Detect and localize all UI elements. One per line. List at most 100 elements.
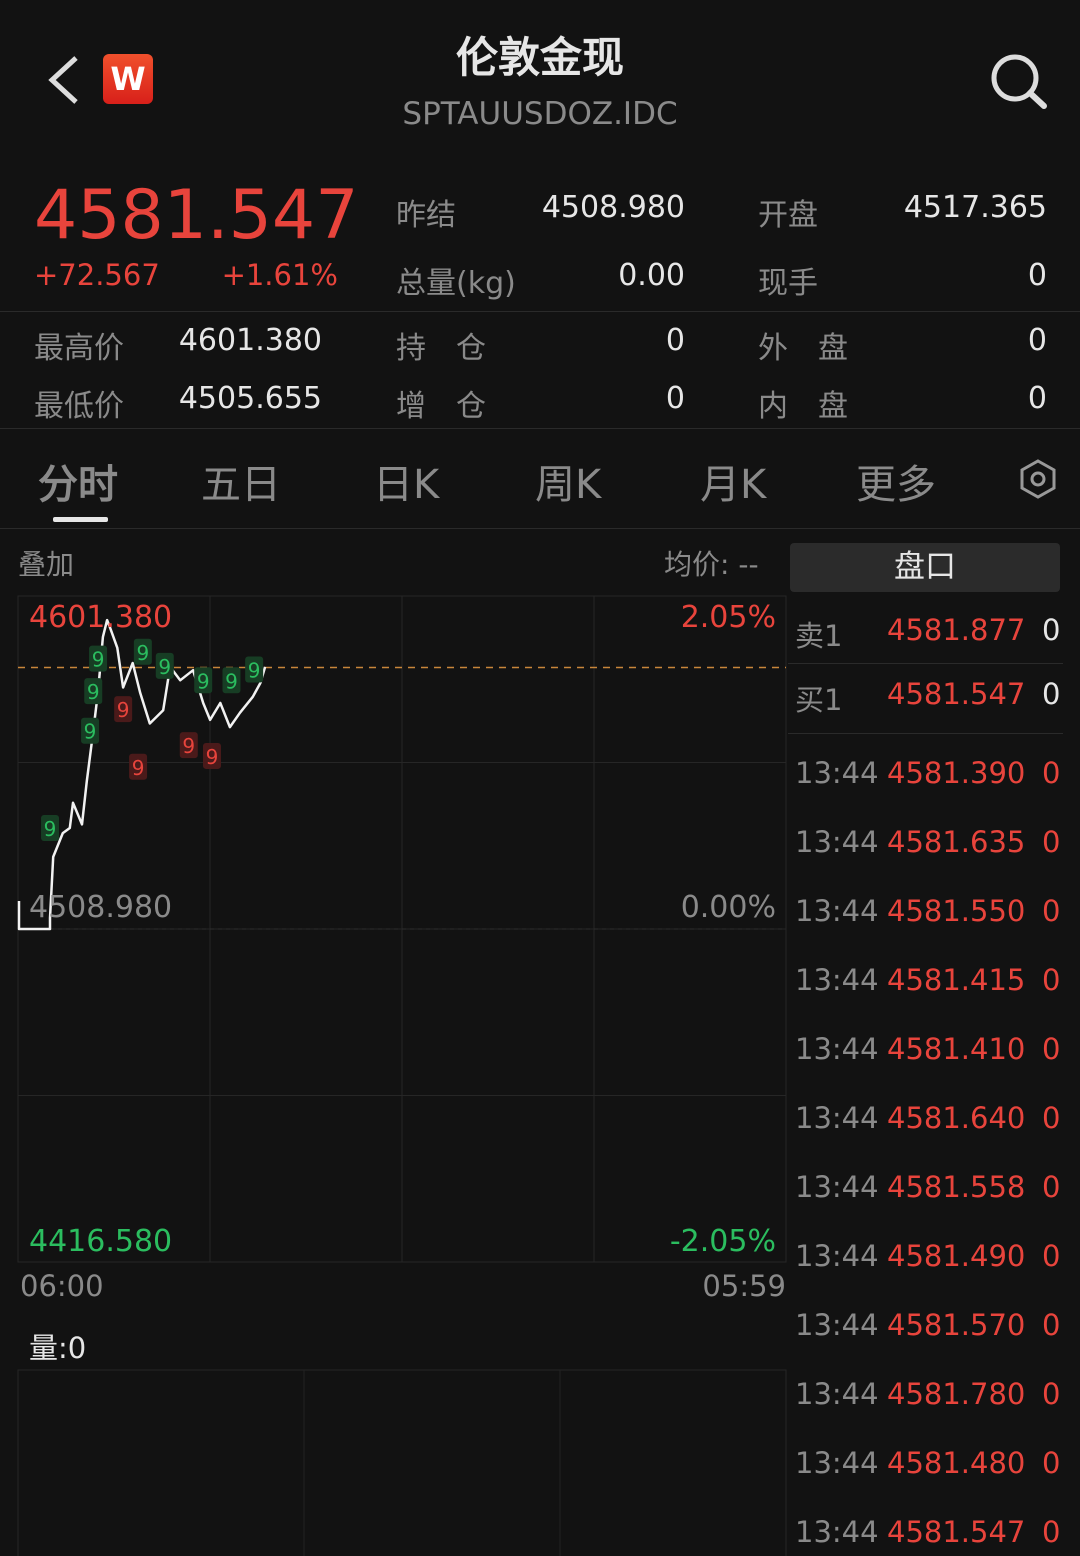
inner-value: 0: [1027, 381, 1047, 416]
ask-label: 卖1: [795, 619, 843, 653]
signal-marker-label: 9: [92, 648, 105, 672]
tick-qty: 0: [1042, 1170, 1061, 1204]
signal-marker-green: [245, 656, 264, 683]
signal-marker-green: [222, 667, 241, 694]
app-logo: W: [103, 54, 153, 104]
tick-time: 13:44: [795, 825, 879, 859]
outer-value: 0: [1027, 323, 1047, 358]
tick-time: 13:44: [795, 1032, 879, 1066]
tick-time: 13:44: [795, 1308, 879, 1342]
inner-label: 内 盘: [758, 389, 848, 424]
open-value: 4517.365: [903, 190, 1047, 225]
order-book-button[interactable]: 盘口: [790, 543, 1060, 592]
signal-marker-red: [114, 696, 133, 723]
high-value: 4601.380: [178, 323, 322, 358]
bid-price: 4581.547: [887, 677, 1026, 711]
tick-price: 4581.558: [887, 1170, 1026, 1204]
tick-price: 4581.415: [887, 963, 1026, 997]
y-mid-label: 4508.980: [29, 890, 173, 925]
tick-row: 13:44 4581.480 0: [795, 1446, 1065, 1486]
signal-marker-red: [202, 742, 221, 769]
price-change-pct: +1.61%: [221, 258, 338, 292]
low-value: 4505.655: [178, 381, 322, 416]
pct-low-label: -2.05%: [669, 1224, 776, 1259]
prev-settle-label: 昨结: [396, 198, 456, 233]
signal-marker-label: 9: [206, 745, 219, 769]
tick-price: 4581.390: [887, 756, 1026, 790]
price-line: [17, 618, 267, 931]
tick-time: 13:44: [795, 1239, 879, 1273]
volume-value: 0.00: [618, 258, 685, 293]
tick-time: 13:44: [795, 894, 879, 928]
bid-row: 买1 4581.547 0: [795, 677, 1065, 717]
y-low-label: 4416.580: [29, 1224, 173, 1259]
tab-daily-k[interactable]: 日K: [373, 462, 440, 508]
signal-marker-green: [81, 717, 100, 744]
overlay-button[interactable]: 叠加: [18, 548, 75, 581]
tick-qty: 0: [1042, 1308, 1061, 1342]
tick-price: 4581.547: [887, 1515, 1026, 1549]
tick-row: 13:44 4581.490 0: [795, 1239, 1065, 1279]
tick-time: 13:44: [795, 756, 879, 790]
bid-qty: 0: [1042, 677, 1061, 711]
signal-marker-red: [129, 753, 148, 780]
tick-price: 4581.640: [887, 1101, 1026, 1135]
tick-qty: 0: [1042, 894, 1061, 928]
tab-more[interactable]: 更多: [856, 462, 936, 508]
settings-icon[interactable]: [1018, 458, 1058, 500]
open-interest-label: 持 仓: [396, 331, 486, 366]
low-label: 最低价: [34, 389, 124, 424]
open-interest-value: 0: [665, 323, 685, 358]
open-label: 开盘: [758, 198, 818, 233]
tick-row: 13:44 4581.558 0: [795, 1170, 1065, 1210]
tab-weekly-k[interactable]: 周K: [535, 462, 602, 508]
tick-price: 4581.780: [887, 1377, 1026, 1411]
tick-price: 4581.490: [887, 1239, 1026, 1273]
y-high-label: 4601.380: [29, 600, 173, 635]
tick-qty: 0: [1042, 1515, 1061, 1549]
bid-label: 买1: [795, 683, 843, 717]
signal-marker-label: 9: [136, 641, 149, 665]
tab-monthly-k[interactable]: 月K: [700, 462, 767, 508]
tick-row: 13:44 4581.390 0: [795, 756, 1065, 796]
tick-price: 4581.410: [887, 1032, 1026, 1066]
tick-qty: 0: [1042, 1032, 1061, 1066]
signal-marker-green: [194, 667, 213, 694]
active-tab-indicator: [53, 517, 108, 522]
prev-settle-value: 4508.980: [541, 190, 685, 225]
tick-qty: 0: [1042, 1446, 1061, 1480]
volume-label: 量:0: [29, 1331, 87, 1365]
high-label: 最高价: [34, 331, 124, 366]
tab-intraday[interactable]: 分时: [38, 462, 118, 508]
oi-change-value: 0: [665, 381, 685, 416]
tick-qty: 0: [1042, 1377, 1061, 1411]
tick-time: 13:44: [795, 1377, 879, 1411]
signal-marker-label: 9: [248, 658, 261, 682]
ask-row: 卖1 4581.877 0: [795, 613, 1065, 653]
tick-time: 13:44: [795, 1515, 879, 1549]
signal-marker-label: 9: [225, 669, 238, 693]
back-icon[interactable]: [44, 54, 84, 106]
oi-change-label: 增 仓: [396, 389, 486, 424]
tick-time: 13:44: [795, 963, 879, 997]
last-lot-label: 现手: [758, 266, 818, 301]
tick-price: 4581.570: [887, 1308, 1026, 1342]
signal-marker-green: [41, 815, 60, 842]
pct-mid-label: 0.00%: [680, 890, 776, 925]
instrument-code: SPTAUUSDOZ.IDC: [402, 96, 678, 132]
tick-row: 13:44 4581.570 0: [795, 1308, 1065, 1348]
signal-marker-label: 9: [158, 655, 171, 679]
signal-marker-green: [133, 638, 152, 665]
search-icon[interactable]: [988, 52, 1050, 110]
signal-marker-green: [84, 678, 103, 705]
avg-price-label: 均价: --: [664, 543, 759, 583]
tab-five-day[interactable]: 五日: [201, 462, 281, 508]
ask-price: 4581.877: [887, 613, 1026, 647]
x-start-label: 06:00: [20, 1269, 104, 1303]
tick-price: 4581.550: [887, 894, 1026, 928]
tick-qty: 0: [1042, 825, 1061, 859]
tick-qty: 0: [1042, 963, 1061, 997]
pct-high-label: 2.05%: [680, 600, 776, 635]
signal-marker-label: 9: [117, 698, 130, 722]
